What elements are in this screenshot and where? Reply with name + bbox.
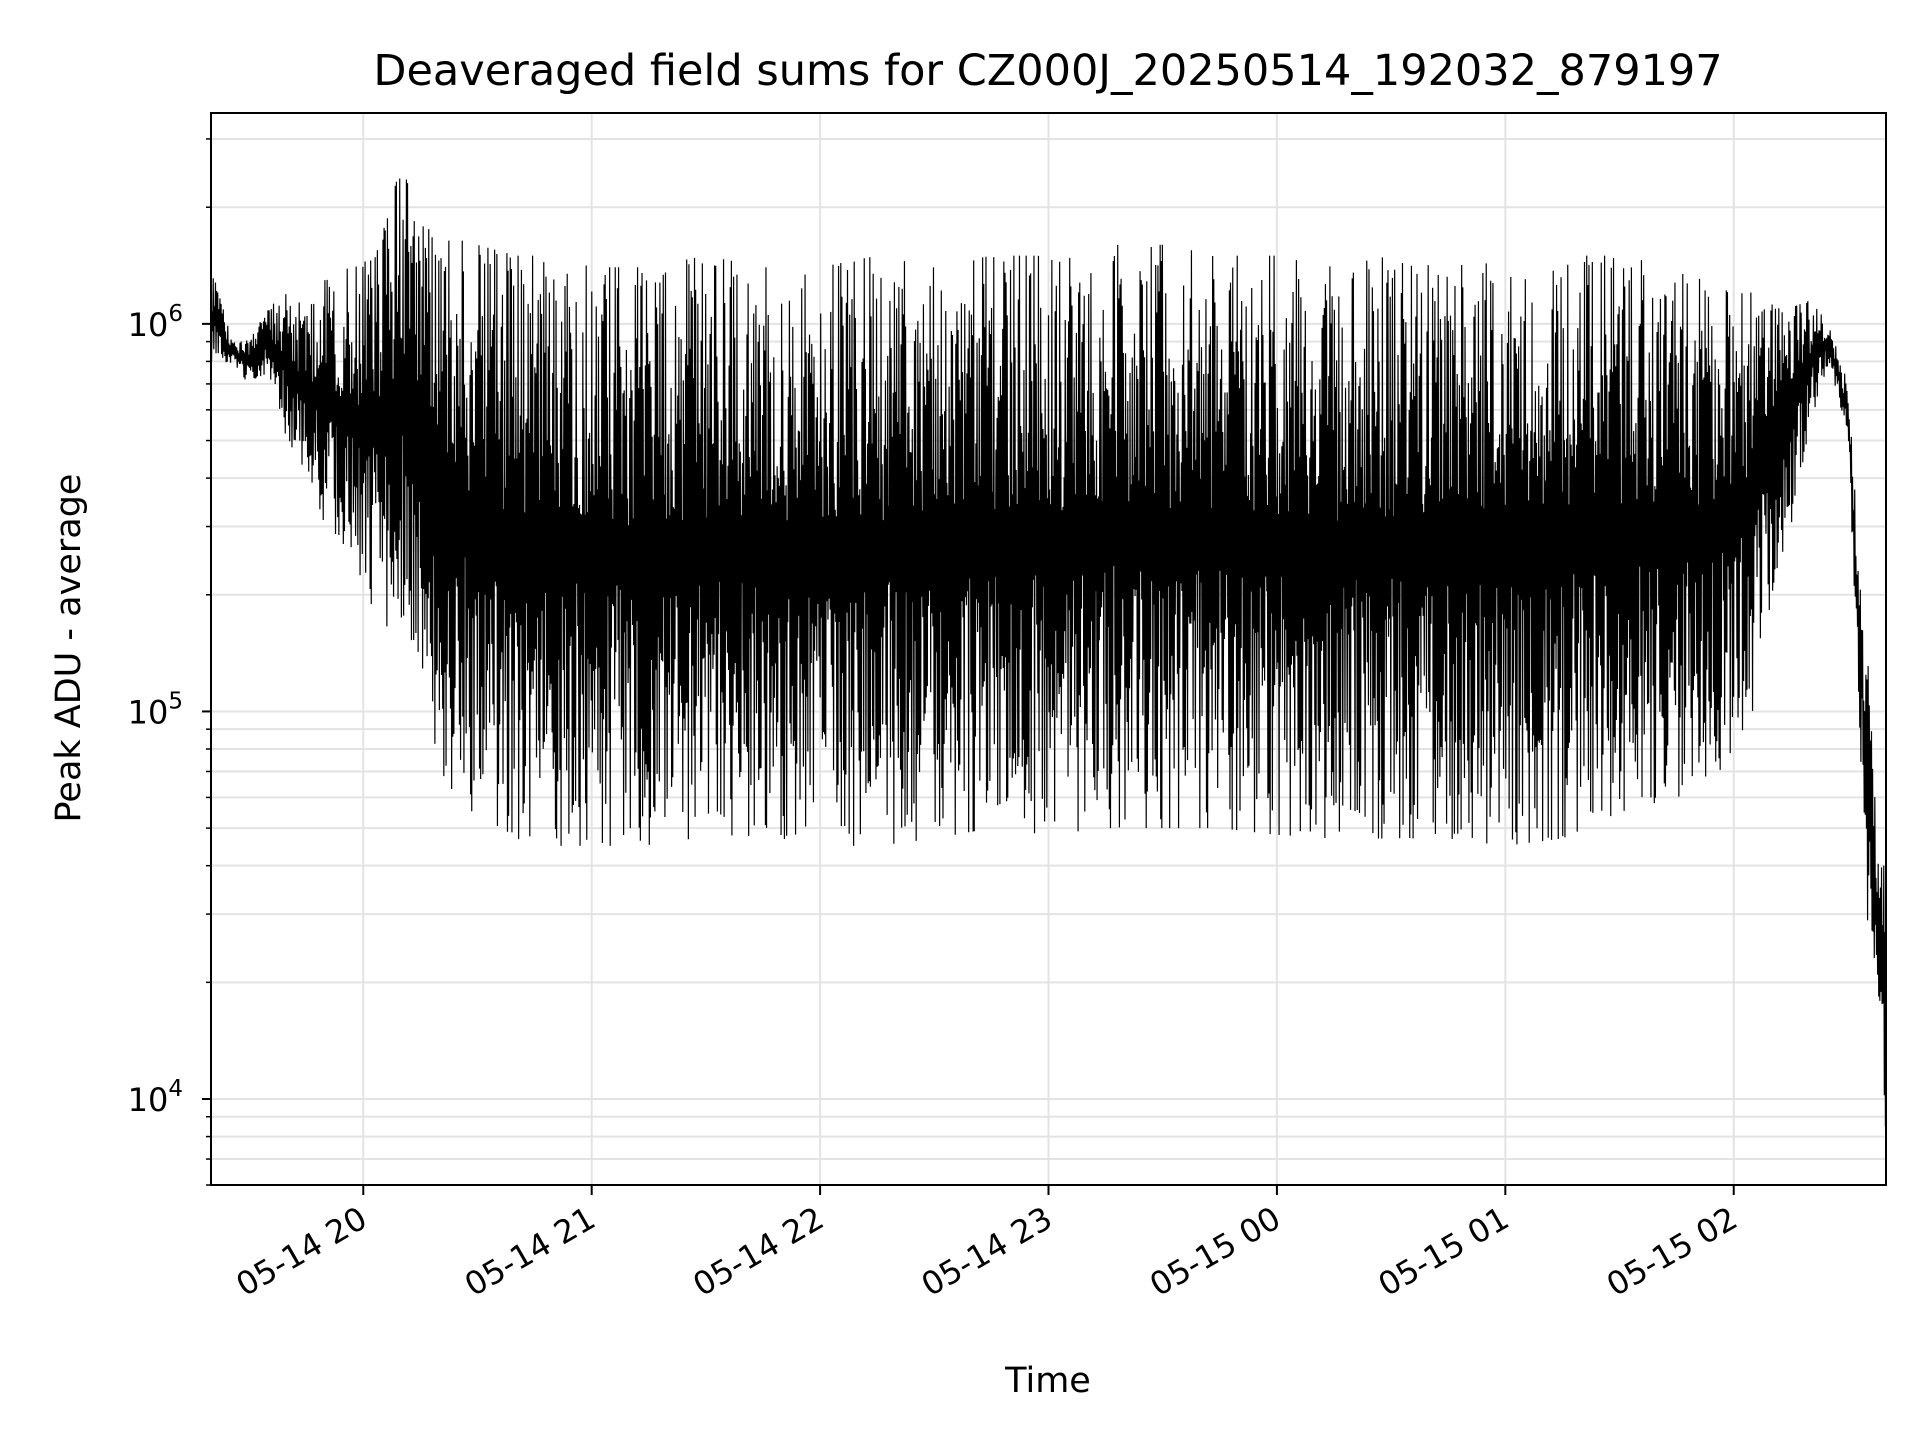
x-axis-label: Time: [1004, 1361, 1091, 1401]
data-series: [210, 178, 1887, 1127]
chart-title: Deaveraged field sums for CZ000J_2025051…: [373, 46, 1722, 96]
series-line: [210, 178, 1887, 1127]
y-axis-label: Peak ADU - average: [49, 474, 89, 823]
y-tick-label: 106: [128, 301, 183, 344]
y-tick-label: 105: [128, 688, 183, 731]
y-tick-label: 104: [128, 1076, 183, 1119]
